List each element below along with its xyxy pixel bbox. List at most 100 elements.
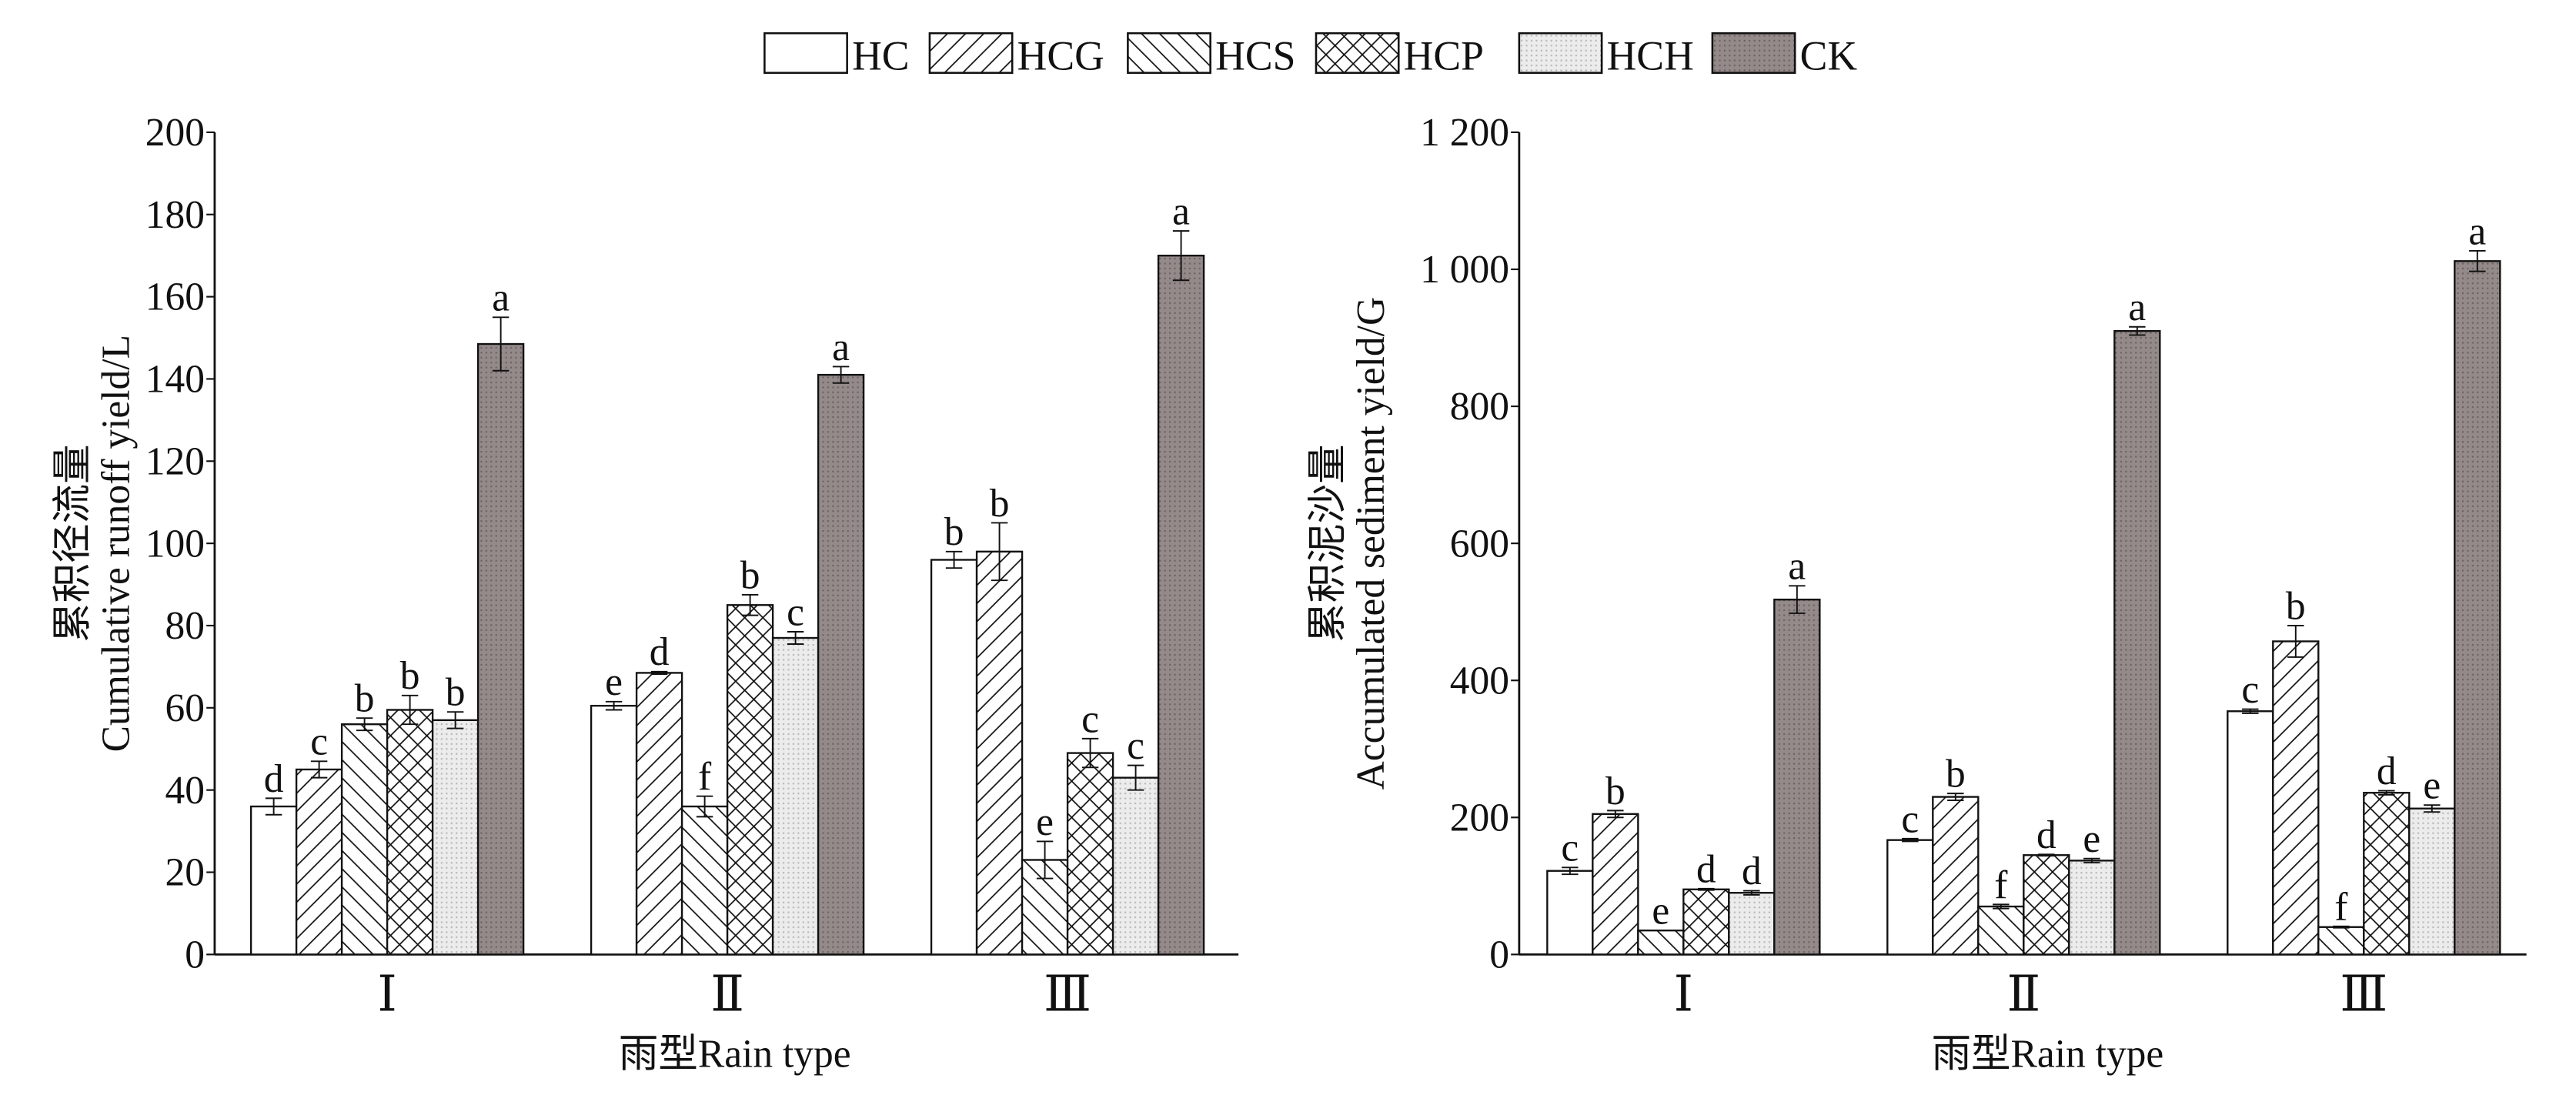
significance-letter: d [650,630,670,674]
bar-hcs [680,805,729,956]
x-tick-label: Ⅰ [1674,966,1693,1021]
bar-hcp [386,709,434,956]
bar-hcg [2272,640,2320,956]
y-tick-label: 20 [165,851,205,895]
significance-letter: e [2423,764,2441,808]
y-tick-label: 400 [1450,659,1509,703]
bar-ck [817,373,865,956]
y-tick-label: 80 [165,604,205,648]
bar-hcs [340,723,389,956]
significance-letter: a [1172,190,1190,234]
bar-hc [590,704,638,956]
y-tick-label: 600 [1450,522,1509,566]
bar-ck [476,342,525,956]
legend-label-hcs: HCS [1215,32,1295,78]
significance-letter: c [1561,826,1579,870]
significance-letter: e [1036,800,1054,844]
y-tick-label: 200 [1450,796,1509,840]
significance-letter: b [1946,753,1966,796]
legend-label-ck: CK [1800,32,1858,78]
y-tick-label: 0 [185,933,205,977]
significance-letter: d [2377,749,2397,793]
significance-letter: e [1652,890,1669,933]
x-tick-label: Ⅱ [710,966,744,1021]
significance-letter: d [1696,847,1716,891]
legend-swatch-hcg [928,32,1014,74]
y-tick-label: 60 [165,686,205,730]
significance-letter: c [1127,724,1144,768]
bar-hc [1546,870,1594,956]
bar-hch [2068,860,2116,956]
legend-swatch-hcs [1127,32,1211,74]
sediment-chart: 0 200 400 600 800 1 000 1 200 累积泥沙量Accumulated … [1306,111,2527,1076]
significance-letter: c [310,720,328,764]
significance-letter: c [787,590,804,634]
y-tick-label: 180 [145,193,205,237]
significance-letter: c [2241,668,2259,712]
y-axis-label: Cumulative runoff yield/L [94,335,138,752]
bar-hcg [975,550,1024,956]
bar-hcp [1066,752,1114,956]
legend-swatch-ck [1711,32,1796,74]
significance-letter: b [2286,584,2306,628]
x-axis-label: 雨型Rain type [1932,1032,2164,1076]
y-tick-label: 100 [145,522,205,566]
bar-hcp [2023,854,2070,956]
legend-label-hch: HCH [1607,32,1694,78]
x-tick-label: Ⅲ [1044,966,1091,1021]
significance-letter: a [832,325,850,369]
legend-swatch-hc [763,32,848,74]
bar-hcp [2363,792,2411,956]
bar-hcs [1977,905,2025,956]
bar-hcs [2317,926,2365,956]
legend: HC HCG HCS HCP HCH CK [763,32,1858,78]
x-tick-label: Ⅲ [2340,966,2387,1021]
significance-letter: b [446,671,466,715]
bar-hch [771,636,820,956]
runoff-chart: 0 20 40 60 80 100 120 140 160 180 200 累积径流量Cumulati… [52,111,1239,1076]
bar-hc [930,559,978,956]
significance-letter: b [740,553,760,597]
y-tick-label: 1 200 [1420,111,1509,155]
y-tick-label: 200 [145,111,205,155]
significance-letter: f [698,755,712,799]
significance-letter: a [492,276,510,320]
y-tick-label: 0 [1489,933,1509,977]
bar-hcs [1637,930,1685,956]
x-tick-label: Ⅰ [377,966,396,1021]
y-tick-label: 40 [165,769,205,813]
y-axis-label-cn: 累积泥沙量 [1306,444,1350,642]
legend-label-hc: HC [852,32,910,78]
significance-letter: b [400,654,420,698]
bar-hcp [1682,888,1730,956]
bar-hch [1111,776,1160,956]
bar-hcg [1592,813,1639,956]
legend-label-hcg: HCG [1017,32,1104,78]
bar-hch [2408,807,2456,956]
bar-ck [2454,260,2501,956]
significance-letter: e [605,660,623,704]
y-tick-label: 160 [145,275,205,319]
significance-letter: b [355,677,375,721]
significance-letter: e [2083,817,2100,861]
y-tick-label: 1 000 [1420,248,1509,292]
bar-hc [2227,710,2274,956]
x-tick-label: Ⅱ [2006,966,2040,1021]
legend-swatch-hcp [1315,32,1400,74]
bar-ck [1773,598,1821,956]
significance-letter: b [990,482,1010,526]
bar-hch [1728,892,1776,956]
significance-letter: f [1994,863,2008,907]
legend-swatch-hch [1518,32,1603,74]
significance-letter: c [1081,697,1099,741]
bar-hch [431,719,479,956]
y-tick-label: 800 [1450,385,1509,429]
bar-hcg [1932,796,1980,956]
y-tick-label: 140 [145,358,205,402]
significance-letter: b [1605,770,1625,813]
significance-letter: a [1788,545,1806,589]
bar-ck [2113,329,2161,956]
bar-hcg [295,768,343,956]
bar-hcp [726,604,774,956]
